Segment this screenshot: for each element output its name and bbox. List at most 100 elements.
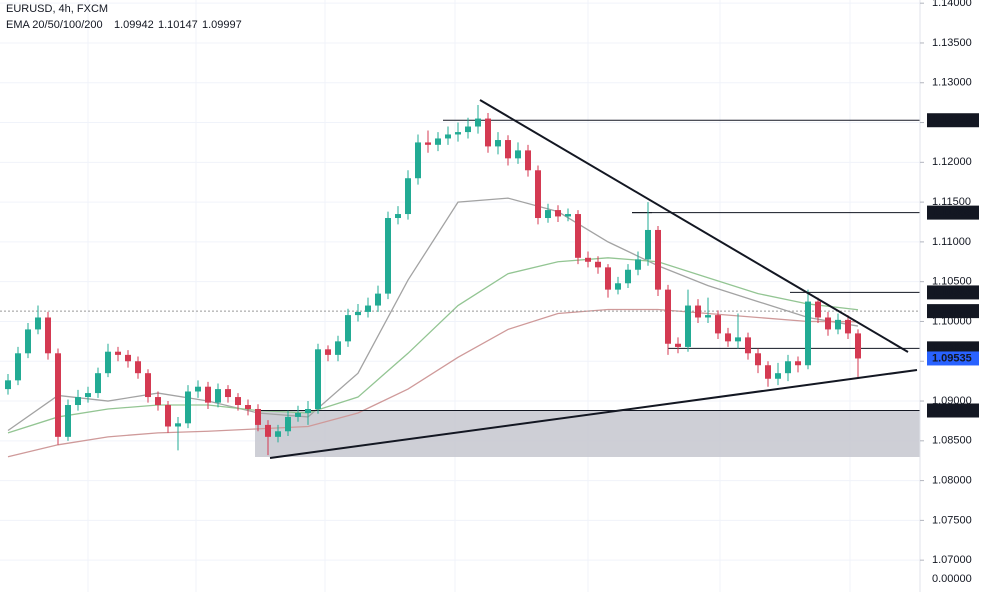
candle-body [545,210,551,219]
candle-body [55,353,61,437]
candle-body [625,269,631,284]
level-tag [927,304,979,319]
candle-body [135,361,141,374]
candle-body [5,380,11,390]
price-tag [927,351,979,366]
candle-layer [5,105,861,456]
level-tag [927,285,979,300]
y-tick-label: 1.07500 [932,514,972,526]
candle-body [255,408,261,425]
candle-body [715,315,721,334]
y-tick-label: 1.13000 [932,77,972,89]
candle-body [345,315,351,342]
candle-body [455,132,461,135]
candle-body [35,317,41,330]
level-tag-label: 1.08881 [932,404,972,416]
candle-body [205,386,211,403]
level-tag-label: 1.10365 [932,286,972,298]
candle-body [95,373,101,394]
candle-body [395,214,401,219]
candle-body [725,333,731,342]
axis-footer-label: 0.00000 [932,573,972,585]
candle-body [385,218,391,294]
candle-body [835,319,841,330]
candle-body [735,337,741,342]
candle-body [275,431,281,437]
candle-body [375,293,381,306]
candle-body [755,353,761,366]
level-layer [0,119,920,412]
level-tag-label: 1.09662 [932,342,972,354]
indicator-value: 1.09997 [202,19,242,31]
uptrend-line [269,369,918,459]
y-tick-label: 1.11000 [932,236,971,248]
candle-body [225,389,231,398]
indicator-value: 1.09942 [114,19,154,31]
y-tick-label: 1.14000 [932,0,972,9]
zone-layer [255,410,920,457]
candle-body [605,267,611,290]
candle-body [505,140,511,159]
candle-body [655,229,661,290]
price-axis: 1.140001.135001.130001.125001.120001.115… [920,0,979,585]
level-tag-label: 1.11368 [932,207,971,219]
candle-body [305,408,311,413]
level-tag [927,403,979,418]
candle-body [645,229,651,260]
level-tag [927,113,979,128]
candle-body [475,118,481,127]
candle-body [155,397,161,406]
y-tick-label: 1.13500 [932,37,972,49]
candle-body [175,423,181,427]
candle-body [145,373,151,398]
candle-body [575,214,581,258]
candle-body [315,349,321,409]
candle-body [355,311,361,316]
y-tick-label: 1.08500 [932,435,972,447]
candle-body [65,405,71,437]
level-tag [927,205,979,220]
candle-body [185,391,191,424]
candle-body [165,405,171,427]
candle-body [665,289,671,344]
candle-body [535,170,541,219]
candle-body [285,416,291,432]
candle-body [495,140,501,147]
ema-line [7,257,859,434]
y-tick-label: 1.08000 [932,475,972,487]
candle-body [105,351,111,374]
candle-body [775,373,781,379]
downtrend-line [479,99,909,353]
y-tick-label: 1.07000 [932,554,972,566]
candle-body [555,210,561,217]
candle-body [25,329,31,354]
chart-title: EURUSD, 4h, FXCM [6,3,108,15]
candle-body [785,361,791,374]
candle-body [585,257,591,262]
candle-body [195,386,201,392]
candle-body [445,134,451,139]
candle-body [525,150,531,171]
level-tag-label: 1.12529 [932,114,972,126]
candle-body [125,354,131,362]
candle-body [245,405,251,409]
candle-body [325,349,331,355]
candle-body [855,333,861,359]
candle-body [695,305,701,318]
candle-body [745,337,751,354]
candle-body [215,389,221,403]
candle-body [335,341,341,355]
candle-body [85,393,91,398]
candle-body [435,138,441,145]
candle-body [235,397,241,406]
candle-body [365,305,371,312]
candle-body [565,214,571,217]
candle-body [265,424,271,437]
ema-line [7,308,859,458]
candle-body [825,317,831,330]
candle-body [615,283,621,290]
candle-body [485,118,491,147]
candle-body [675,343,681,347]
y-tick-label: 1.11500 [932,196,971,208]
